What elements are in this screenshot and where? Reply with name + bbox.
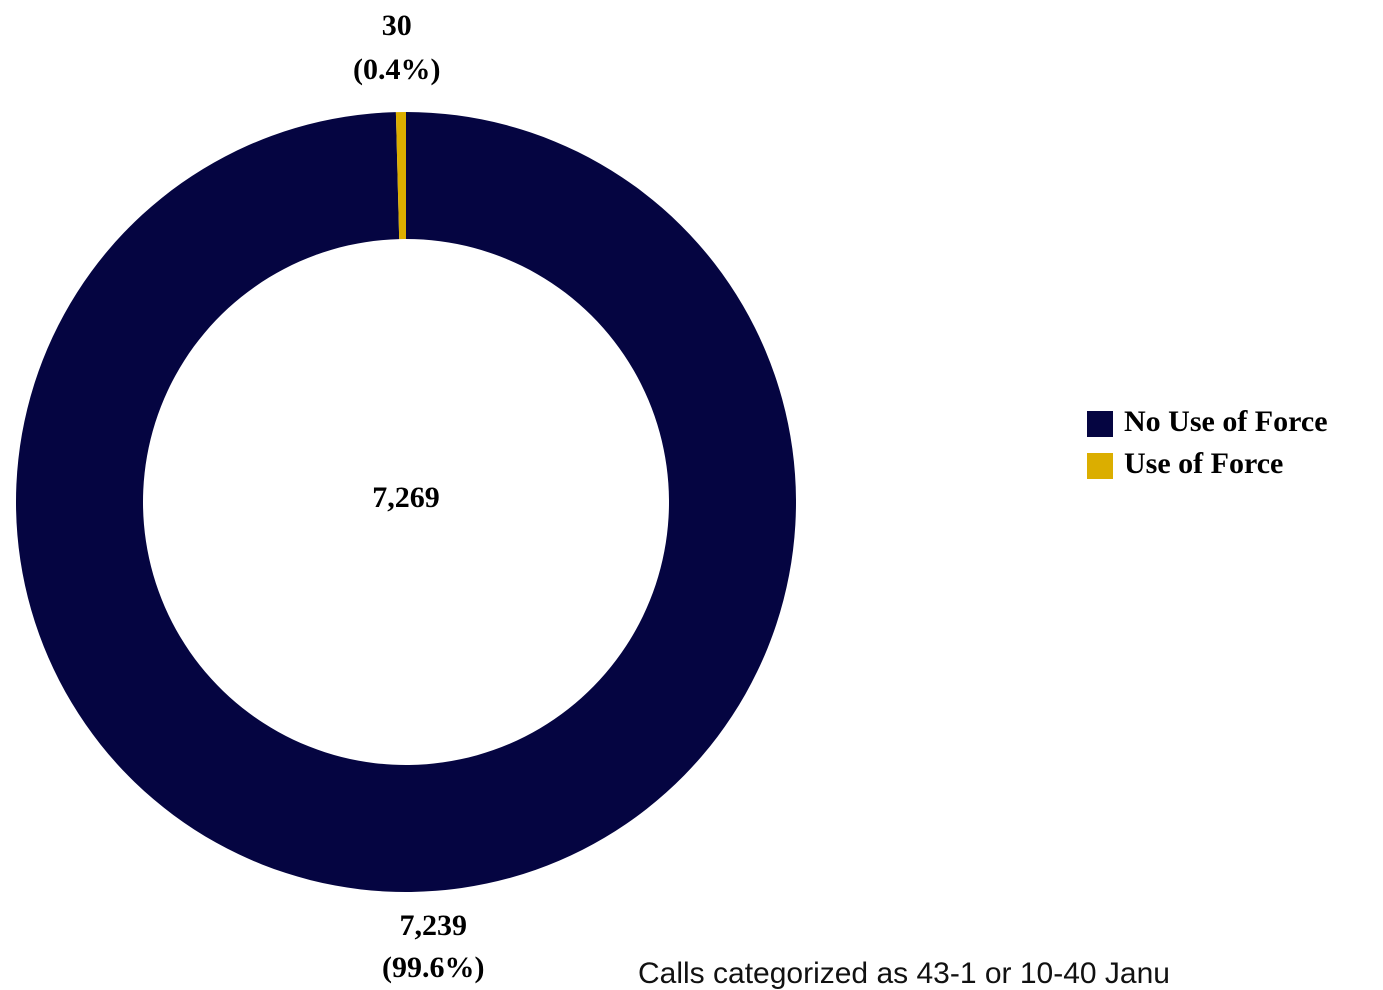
legend-swatch — [1087, 453, 1113, 479]
legend-label: No Use of Force — [1124, 405, 1328, 438]
legend-swatch — [1087, 411, 1113, 437]
percent-label: (0.4%) — [353, 53, 440, 86]
note: Calls categorized as 43-1 or 10-40 Janu — [638, 957, 1170, 990]
legend-label: Use of Force — [1124, 447, 1283, 480]
value-label: 30 — [382, 9, 412, 42]
center-label: 7,269 — [372, 481, 440, 514]
value-label: 7,239 — [400, 909, 468, 942]
percent-label: (99.6%) — [382, 951, 484, 984]
donut-slice — [16, 112, 797, 893]
donut-slice — [395, 112, 406, 240]
